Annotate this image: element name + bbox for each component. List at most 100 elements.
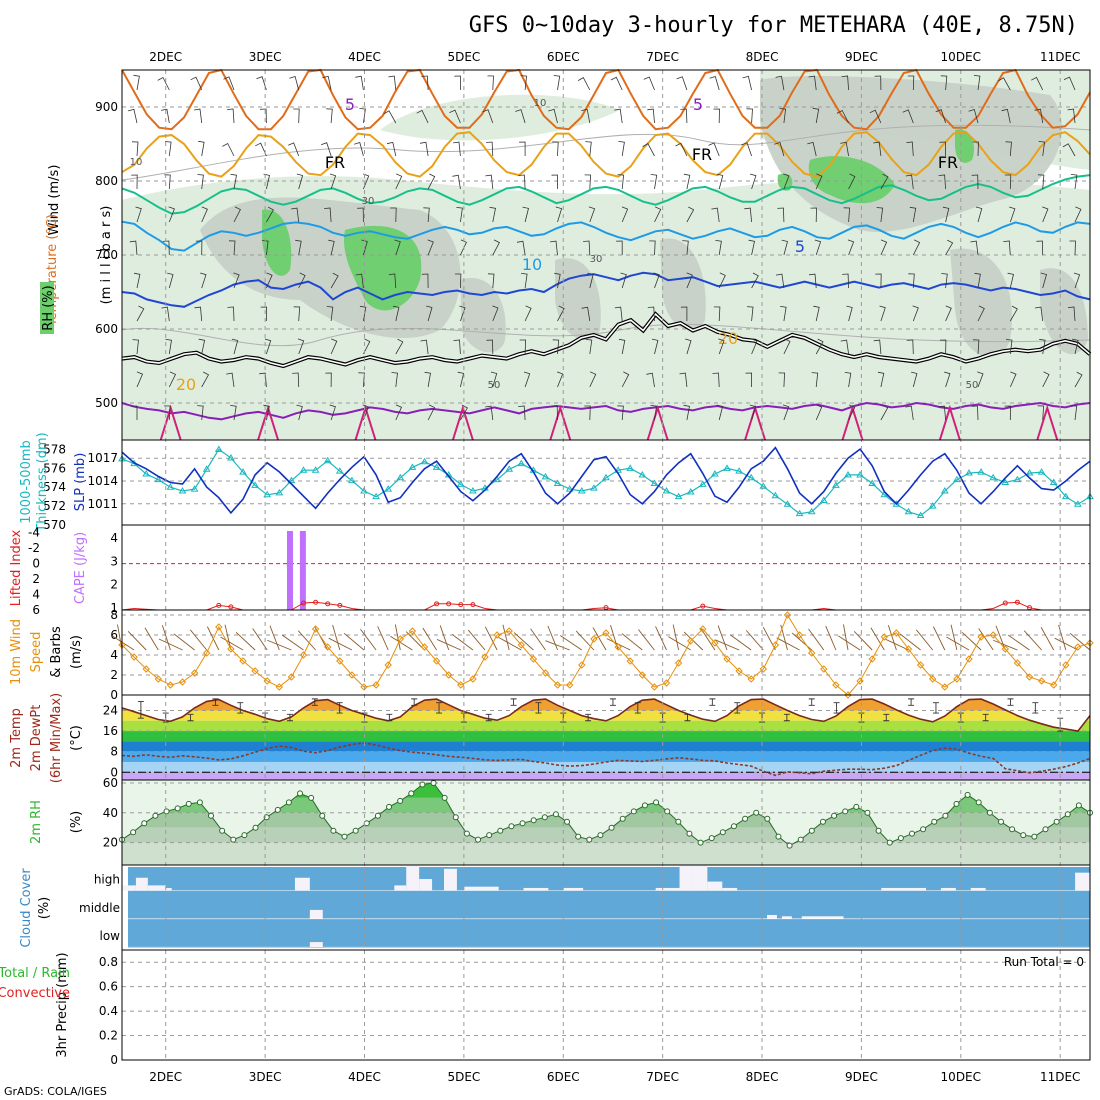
thickness-tick-label: 578 [43,442,66,456]
upper-wind-barb [587,272,594,289]
upper-wind-barb [1009,371,1017,388]
upper-wind-barb [362,404,369,421]
upper-wind-barb [1007,272,1014,289]
wind-speed-marker [275,683,284,691]
rh-marker [575,833,582,840]
precip-tick-label: 0.4 [99,1004,118,1018]
rh-line [121,782,1091,847]
upper-wind-barb [968,108,979,124]
upper-wind-barb [748,239,755,256]
upper-wind-barb [1031,76,1044,91]
upper-wind-barb [843,207,851,223]
lifted-tick-label: -2 [28,541,40,555]
wind-barb [451,633,474,651]
rh-marker [564,818,571,825]
upper-wind-barb [421,273,429,289]
precip-total-rain-label: Total / Rain [0,966,70,981]
run-total-label: Run Total = 0 [1004,955,1084,969]
wind-speed-marker [674,659,683,667]
upper-wind-barb [1042,206,1049,223]
thickness-marker [577,487,586,494]
wind-speed-marker [251,667,259,675]
upper-wind-barb [456,207,463,223]
upper-wind-barb [421,75,429,91]
cloud-block [970,887,986,891]
upper-wind-barb [875,273,882,289]
thickness-marker [202,465,211,472]
wind-barb [117,624,123,651]
cloud-block [122,885,136,891]
thickness-marker [638,470,647,478]
lifted-tick-label: 2 [32,572,40,586]
cloud-block [722,887,738,891]
isotherm-peak [646,404,669,441]
lifted-tick-label: 6 [32,603,40,617]
wind-barb [224,624,232,651]
upper-wind-barb [264,338,272,355]
thickness-marker [360,487,368,494]
thickness-marker [456,480,465,487]
thickness-marker [190,485,199,492]
top-date-label: 4DEC [348,50,381,64]
upper-wind-barb [162,240,170,256]
cloud-level-label: low [100,929,121,943]
wind-barb [1007,634,1030,651]
upper-wind-barb [683,404,690,421]
upper-wind-barb [383,110,397,124]
rh-axis-swatch [40,282,54,334]
upper-wind-barb [778,372,786,388]
wind-speed-marker [311,625,320,633]
cloud-block [767,915,777,919]
isotherm-line [121,401,1091,421]
upper-wind-barb [840,141,849,157]
wind-barb [161,625,171,651]
rh-marker [530,817,537,824]
upper-wind-barb [1005,339,1013,355]
rh-contour-label: 30 [362,196,375,207]
thickness-marker [735,467,743,474]
upper-wind-barb [515,109,526,124]
cape-axis-label: CAPE (J/kg) [73,532,88,604]
rh-marker [230,836,237,843]
rh-marker [719,829,726,836]
upper-wind-barb [519,339,527,355]
wind-barb [853,630,873,651]
upper-wind-barb [971,405,979,421]
rh-marker [853,803,860,810]
upper-wind-barb [945,239,954,256]
upper-wind-barb [551,174,558,189]
cloud-axis-label-1: Cloud Cover [19,868,34,948]
minmax-whisker [684,713,691,722]
wind-speed-marker [1025,673,1034,681]
upper-wind-barb [577,77,591,91]
rh-marker [463,830,470,837]
wind-barb [1054,637,1079,651]
thickness-marker [142,470,151,477]
upper-wind-barb [715,240,722,256]
wind-tick-label: 2 [110,668,118,682]
upper-wind-barb [646,372,655,388]
upper-wind-barb [617,174,625,190]
pressure-tick-label: 700 [95,248,118,262]
upper-wind-barb [295,239,302,256]
upper-wind-barb [263,404,270,421]
rh-marker [419,781,426,788]
upper-wind-barb [683,173,691,190]
upper-wind-barb [391,372,398,388]
plot-layer: 2DEC 2DEC 3DEC 3DEC 4DEC 4DEC 5DEC 5DEC 6DEC 6DEC… [0,50,1094,1084]
thickness-marker [844,470,852,478]
lifted-index-marker [434,601,440,607]
rh-marker [341,833,348,840]
wind-barb [328,637,353,651]
upper-wind-barb [618,338,626,355]
wind-speed-marker [142,665,150,673]
upper-wind-barb [581,306,591,322]
upper-wind-barb [197,174,204,190]
wind-speed-marker [396,635,405,643]
upper-wind-barb [548,108,558,124]
upper-wind-barb [1037,405,1045,421]
minmax-whisker [932,702,939,714]
upper-wind-barb [201,371,210,388]
upper-wind-barb [782,404,790,421]
